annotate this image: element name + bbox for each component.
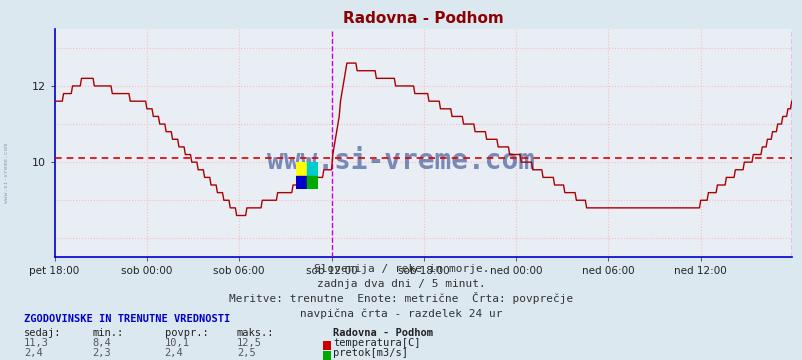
Text: 2,4: 2,4 xyxy=(24,348,43,359)
Text: navpična črta - razdelek 24 ur: navpična črta - razdelek 24 ur xyxy=(300,309,502,319)
Text: Radovna - Podhom: Radovna - Podhom xyxy=(333,328,433,338)
Text: www.si-vreme.com: www.si-vreme.com xyxy=(4,143,9,203)
Text: Slovenija / reke in morje.: Slovenija / reke in morje. xyxy=(314,264,488,274)
Text: pretok[m3/s]: pretok[m3/s] xyxy=(333,348,407,359)
Text: zadnja dva dni / 5 minut.: zadnja dva dni / 5 minut. xyxy=(317,279,485,289)
Text: ZGODOVINSKE IN TRENUTNE VREDNOSTI: ZGODOVINSKE IN TRENUTNE VREDNOSTI xyxy=(24,314,230,324)
Bar xyxy=(306,162,318,175)
Bar xyxy=(295,162,306,175)
Text: 10,1: 10,1 xyxy=(164,338,189,348)
Bar xyxy=(295,175,306,189)
Text: 2,5: 2,5 xyxy=(237,348,255,359)
Text: Meritve: trenutne  Enote: metrične  Črta: povprečje: Meritve: trenutne Enote: metrične Črta: … xyxy=(229,292,573,304)
Text: 2,3: 2,3 xyxy=(92,348,111,359)
Text: 12,5: 12,5 xyxy=(237,338,261,348)
Text: maks.:: maks.: xyxy=(237,328,274,338)
Text: min.:: min.: xyxy=(92,328,124,338)
Title: Radovna - Podhom: Radovna - Podhom xyxy=(342,11,503,26)
Text: 8,4: 8,4 xyxy=(92,338,111,348)
Text: sedaj:: sedaj: xyxy=(24,328,62,338)
Text: 2,4: 2,4 xyxy=(164,348,183,359)
Text: povpr.:: povpr.: xyxy=(164,328,208,338)
Text: 11,3: 11,3 xyxy=(24,338,49,348)
Bar xyxy=(306,175,318,189)
Text: www.si-vreme.com: www.si-vreme.com xyxy=(267,147,534,175)
Text: temperatura[C]: temperatura[C] xyxy=(333,338,420,348)
